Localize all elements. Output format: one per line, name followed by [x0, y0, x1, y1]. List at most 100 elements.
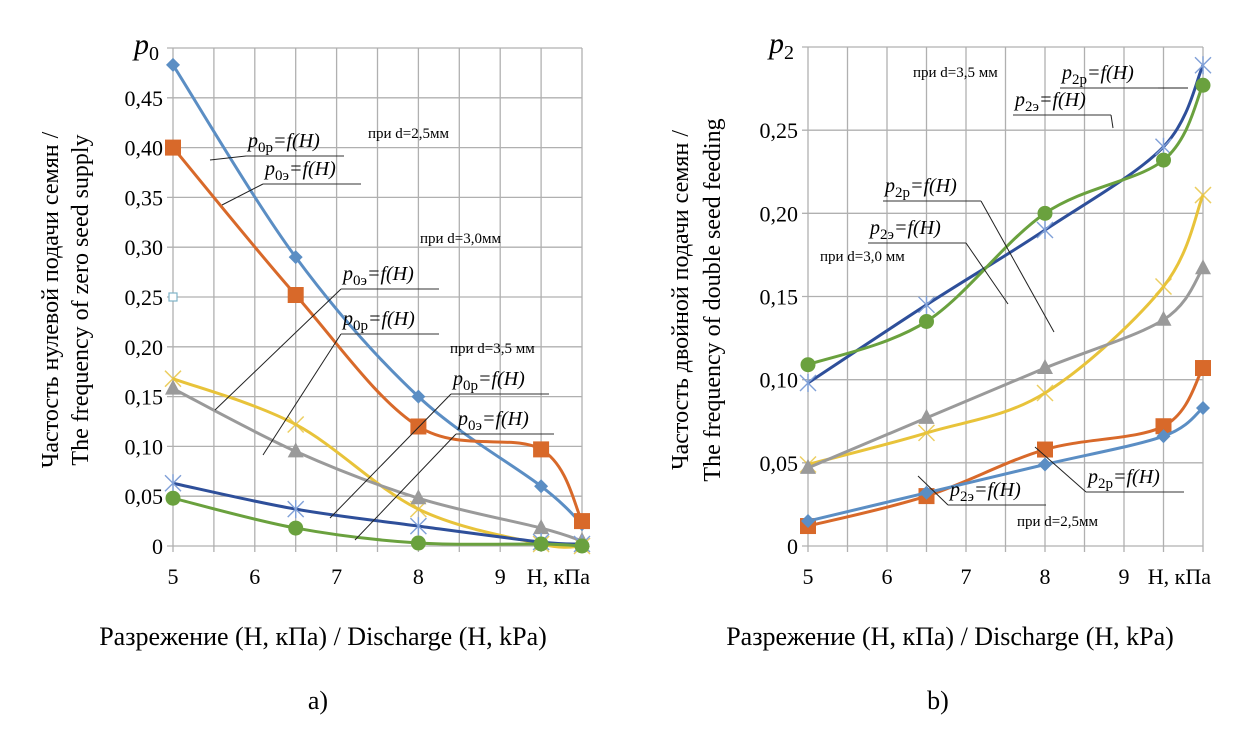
x-tick-label: 6 — [249, 564, 260, 589]
diameter-note: при d=3,0 мм — [820, 249, 905, 265]
annotations-a: p0p=f(H)p0э=f(H)p0э=f(H)p0p=f(H)p0p=f(H)… — [209, 126, 554, 541]
data-point-circle — [919, 313, 934, 329]
grid-a — [167, 47, 583, 552]
annotation-text: =f(H) — [289, 158, 336, 180]
data-point-triangle — [1037, 359, 1053, 375]
y-tick-label: 0,05 — [125, 484, 164, 509]
series-annotation-label: p0p=f(H) — [451, 368, 525, 394]
x-tick-label: 7 — [331, 564, 342, 589]
data-point-x — [287, 415, 305, 434]
data-point-diamond — [288, 250, 303, 265]
annotation-leader-line — [214, 288, 342, 411]
panel-label-b: b) — [927, 686, 949, 715]
data-point-x — [917, 424, 936, 442]
data-point-diamond — [919, 485, 934, 500]
y-ticks-a: 0 0,05 0,10 0,15 0,20 0,25 0,30 0,35 0,40 0,45 p0 — [125, 28, 164, 559]
annotation-leader-line — [1110, 114, 1114, 129]
y-tick-label: 0,20 — [125, 335, 164, 360]
y-tick-label: 0,40 — [125, 136, 164, 161]
annotation-text: =f(H) — [478, 368, 525, 390]
chart-panel-a: 00,050,100,150,200,250,300,350,400,45p0 … — [38, 28, 591, 715]
annotation-subscript: 2p — [895, 185, 910, 201]
annotation-subscript: 0p — [258, 140, 273, 156]
x-axis-caption-b: Разрежение (H, кПа) / Discharge (H, kPa) — [726, 622, 1174, 651]
y-ticks-b: 0 0,05 0,10 0,15 0,20 0,25 p2 — [760, 27, 799, 559]
data-point-diamond — [534, 479, 549, 494]
x-tick-label: 9 — [1119, 564, 1130, 589]
data-point-diamond — [801, 514, 815, 529]
y-tick-label: 0,20 — [760, 201, 799, 226]
series-annotation-label: p2э=f(H) — [948, 479, 1021, 505]
x-ticks-b: 5 6 7 8 9 H, кПа — [803, 564, 1212, 589]
data-point-circle — [800, 357, 816, 373]
annotation-text: =f(H) — [482, 408, 529, 430]
data-point-square — [1037, 441, 1053, 458]
data-point-square — [1195, 360, 1211, 377]
data-point-circle — [533, 536, 549, 552]
panel-label-a: a) — [308, 686, 328, 715]
annotation-leader-line — [329, 393, 452, 519]
x-tick-label: 5 — [168, 564, 179, 589]
data-point-star — [1194, 56, 1212, 75]
diameter-note: при d=3,5 мм — [450, 341, 535, 357]
data-point-star — [409, 517, 427, 536]
data-point-circle — [1156, 152, 1171, 168]
x-ticks-a: 5 6 7 8 9 H, кПа — [168, 564, 591, 589]
y-tick-label: 0 — [787, 534, 798, 559]
data-point-square — [1155, 418, 1172, 435]
data-point-star — [287, 500, 305, 519]
x-tick-label: 8 — [413, 564, 424, 589]
y-axis-label-a-line2: The frequency of zero seed supply — [68, 134, 94, 465]
data-point-x — [1194, 186, 1212, 204]
annotation-text: =f(H) — [1039, 89, 1086, 111]
x-tick-label: 9 — [495, 564, 506, 589]
annotation-leader-line — [1034, 446, 1087, 493]
data-point-x — [1154, 277, 1173, 296]
series-annotation-label: p2э=f(H) — [1013, 89, 1086, 115]
annotation-subscript: 0p — [463, 378, 478, 394]
y-tick-label: 0,35 — [125, 185, 164, 210]
series-annotation-label: p2p=f(H) — [883, 175, 957, 201]
data-point-triangle — [410, 489, 427, 505]
data-point-triangle — [800, 458, 816, 474]
annotation-leader-line — [209, 155, 247, 161]
data-point-triangle — [918, 408, 935, 424]
y-axis-symbol: p0 — [132, 28, 159, 65]
annotation-leader-line — [965, 242, 1009, 305]
annotation-subscript: 0э — [468, 418, 482, 434]
annotation-subscript: 2p — [1098, 476, 1113, 492]
y-tick-label: 0,45 — [125, 86, 164, 111]
y-tick-label: 0,15 — [125, 385, 164, 410]
diameter-note: при d=3,0мм — [420, 231, 502, 247]
data-point-triangle — [1195, 259, 1211, 275]
annotation-leader-line — [980, 200, 1055, 333]
series-group-a — [164, 57, 591, 555]
data-point-square — [574, 513, 590, 530]
data-point-triangle — [165, 379, 181, 395]
y-axis-symbol: p2 — [767, 27, 794, 64]
series-annotation-label: p2p=f(H) — [1086, 466, 1160, 492]
series-annotation-label: p2p=f(H) — [1060, 62, 1134, 88]
annotation-subscript: 0э — [275, 168, 289, 184]
series-annotation-label: p0э=f(H) — [456, 408, 529, 434]
y-tick-label: 0,25 — [125, 285, 164, 310]
data-point-circle — [1037, 205, 1053, 221]
data-point-triangle — [287, 442, 304, 458]
y-tick-label: 0,10 — [760, 368, 799, 393]
data-point-diamond — [411, 389, 426, 404]
data-point-square — [287, 287, 304, 304]
data-point-star — [918, 295, 935, 314]
annotation-subscript: 2э — [880, 227, 894, 243]
annotation-subscript: 0p — [353, 318, 368, 334]
data-point-diamond — [166, 57, 180, 72]
data-point-diamond — [1156, 429, 1171, 444]
annotation-text: =f(H) — [273, 130, 320, 152]
data-point-diamond — [1196, 400, 1210, 415]
data-point-triangle — [1155, 310, 1172, 326]
x-axis-caption-a: Разрежение (H, кПа) / Discharge (H, kPa) — [99, 622, 547, 651]
series-line — [171, 146, 584, 522]
data-point-diamond — [1038, 457, 1052, 472]
annotation-text: =f(H) — [1113, 466, 1160, 488]
data-point-x — [164, 370, 182, 388]
diameter-note: при d=2,5мм — [1017, 514, 1099, 530]
